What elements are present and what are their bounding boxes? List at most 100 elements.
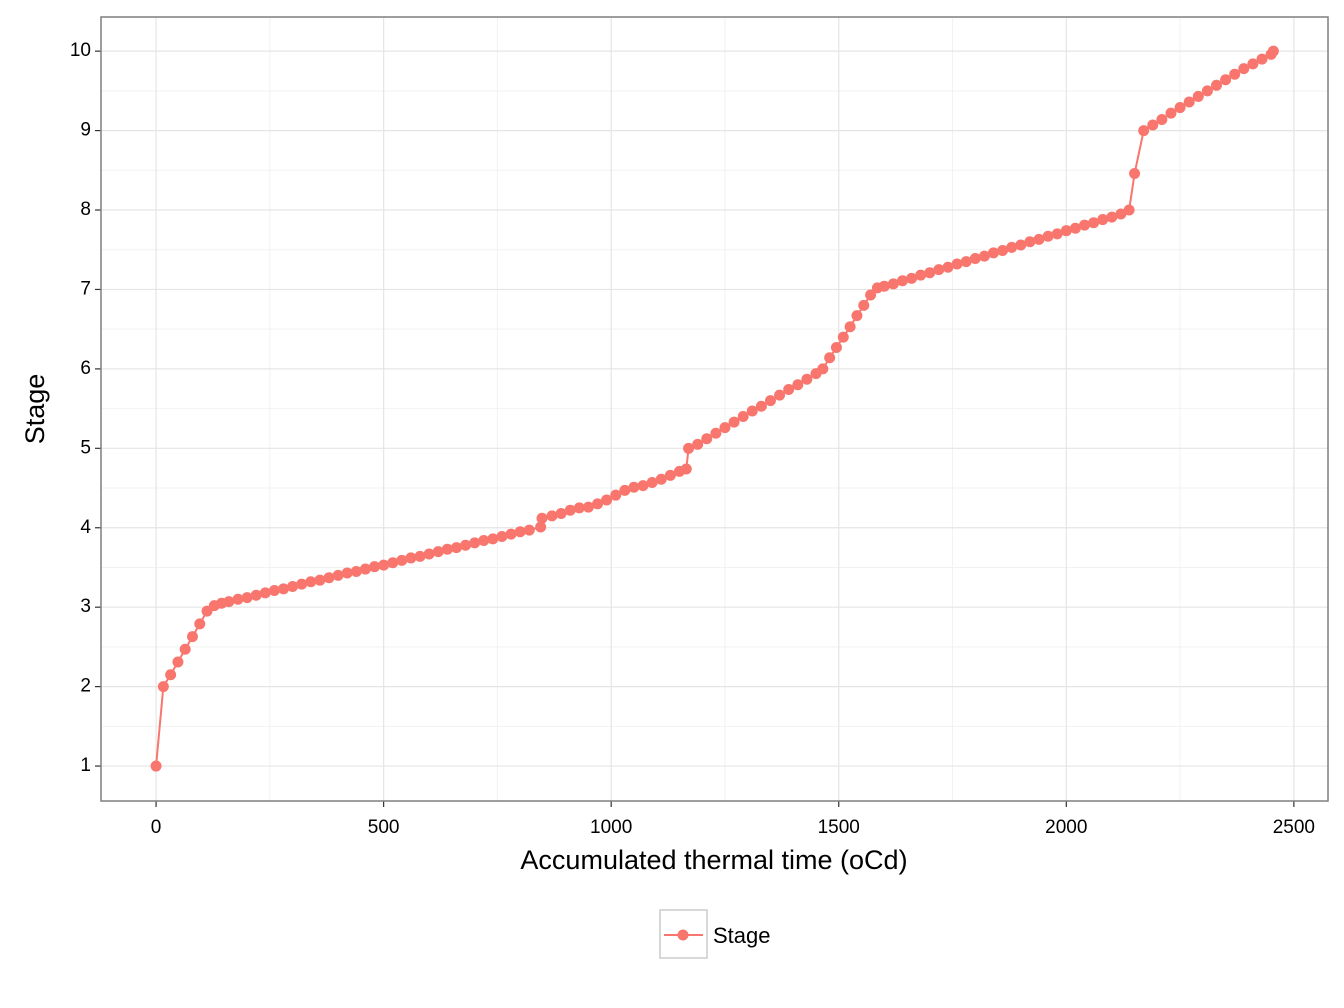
y-tick-label: 7 — [80, 278, 91, 299]
x-tick-label: 2000 — [1045, 817, 1087, 838]
data-point — [450, 542, 462, 554]
data-point — [1247, 58, 1259, 70]
data-point — [646, 476, 658, 488]
data-point — [469, 537, 481, 549]
data-point — [423, 548, 435, 560]
data-point — [487, 533, 499, 545]
data-point — [692, 438, 704, 450]
data-point — [1192, 90, 1204, 102]
data-point — [1129, 167, 1141, 179]
data-point — [378, 559, 390, 571]
data-point — [906, 272, 918, 284]
data-point — [755, 400, 767, 412]
data-point — [1267, 45, 1279, 57]
data-point — [817, 363, 829, 375]
data-point — [887, 278, 899, 290]
data-point — [824, 352, 836, 364]
data-point — [1006, 241, 1018, 253]
data-point — [1220, 74, 1232, 86]
x-tick-label: 1500 — [818, 817, 860, 838]
data-point — [601, 494, 613, 506]
data-point — [546, 510, 558, 522]
data-point — [1115, 208, 1127, 220]
data-point — [314, 574, 326, 586]
data-point — [655, 473, 667, 485]
data-point — [268, 585, 280, 597]
data-point — [223, 596, 235, 608]
data-point — [830, 341, 842, 353]
data-point — [774, 389, 786, 401]
data-point — [664, 469, 676, 481]
data-point — [969, 252, 981, 264]
data-point — [1156, 113, 1168, 125]
data-point — [619, 484, 631, 496]
data-point — [610, 489, 622, 501]
data-point — [915, 269, 927, 281]
data-point — [746, 405, 758, 417]
data-point — [701, 433, 713, 445]
y-tick-label: 2 — [80, 676, 91, 697]
data-point — [1042, 230, 1054, 242]
data-point — [1138, 125, 1150, 137]
data-point — [987, 247, 999, 259]
data-point — [165, 669, 177, 681]
x-axis-title: Accumulated thermal time (oCd) — [520, 845, 907, 875]
legend-label: Stage — [713, 923, 771, 948]
x-tick-label: 0 — [151, 817, 162, 838]
data-point — [1079, 219, 1091, 231]
data-point — [332, 569, 344, 581]
data-point — [287, 581, 299, 593]
data-point — [1097, 214, 1109, 226]
data-point — [387, 557, 399, 569]
data-point — [460, 539, 472, 551]
data-point — [783, 384, 795, 396]
data-point — [241, 592, 253, 604]
data-point — [414, 550, 426, 562]
data-point — [1024, 236, 1036, 248]
data-point — [801, 373, 813, 385]
data-point — [960, 256, 972, 268]
legend-key-point — [677, 929, 689, 941]
data-point — [441, 543, 453, 555]
data-point — [505, 528, 517, 540]
data-point — [844, 321, 856, 333]
data-point — [924, 267, 936, 279]
data-point — [150, 760, 162, 772]
data-point — [896, 275, 908, 287]
data-point — [582, 501, 594, 513]
data-point — [933, 264, 945, 276]
data-point — [172, 656, 184, 668]
data-point — [683, 442, 695, 454]
data-point — [1174, 102, 1186, 114]
data-point — [865, 289, 877, 301]
data-point — [1165, 107, 1177, 119]
plot-border — [100, 16, 1329, 802]
y-tick-label: 8 — [80, 199, 91, 220]
data-point — [194, 618, 206, 630]
data-point — [232, 593, 244, 605]
data-point — [1015, 239, 1027, 251]
data-point — [305, 576, 317, 588]
data-point — [1238, 63, 1250, 75]
data-point — [478, 534, 490, 546]
data-point — [157, 681, 169, 693]
data-point — [259, 587, 271, 599]
data-point — [179, 643, 191, 655]
data-point — [728, 416, 740, 428]
data-point — [278, 583, 290, 595]
data-point — [369, 561, 381, 573]
x-tick-label: 1000 — [590, 817, 632, 838]
y-tick-label: 5 — [80, 437, 91, 458]
x-tick-label: 500 — [368, 817, 400, 838]
data-point — [1147, 119, 1159, 131]
data-point — [851, 310, 863, 322]
x-tick-label: 2500 — [1273, 817, 1315, 838]
data-point — [323, 572, 335, 584]
data-point — [792, 379, 804, 391]
data-point — [1183, 96, 1195, 108]
y-tick-label: 10 — [70, 40, 91, 61]
y-tick-label: 1 — [80, 755, 91, 776]
data-point — [536, 512, 548, 524]
data-point — [186, 631, 198, 643]
